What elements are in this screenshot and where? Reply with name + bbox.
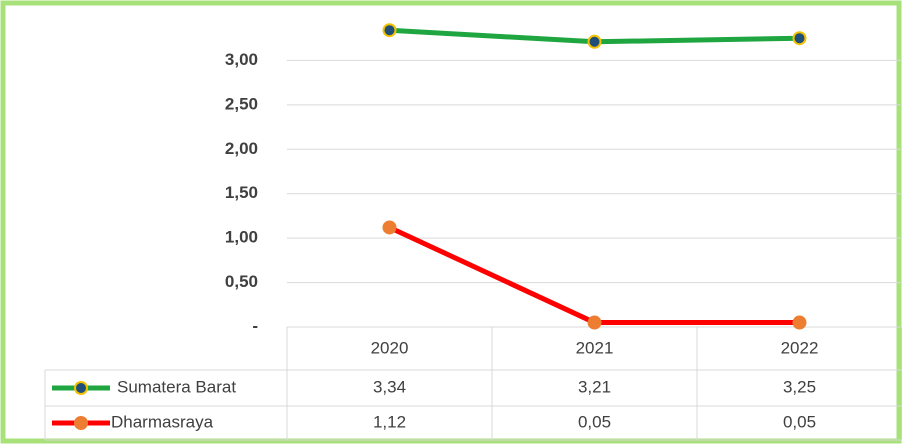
table-value: 1,12 (373, 412, 406, 431)
x-tick-label: 2022 (781, 338, 819, 357)
data-point (792, 315, 807, 330)
data-point (792, 31, 807, 46)
x-tick-label: 2021 (576, 338, 614, 357)
legend-label: Sumatera Barat (117, 377, 236, 396)
legend-label: Dharmasraya (111, 412, 214, 431)
legend-marker (74, 381, 88, 395)
data-point (587, 315, 602, 330)
data-point (382, 220, 397, 235)
data-point (382, 23, 397, 38)
table-value: 3,25 (783, 377, 816, 396)
table-value: 3,21 (578, 377, 611, 396)
y-tick-label: 2,50 (225, 94, 258, 113)
table-value: 0,05 (783, 412, 816, 431)
y-tick-label: 1,50 (225, 183, 258, 202)
legend-marker (74, 416, 88, 430)
table-value: 0,05 (578, 412, 611, 431)
y-tick-label: 2,00 (225, 139, 258, 158)
y-tick-label: 1,00 (225, 228, 258, 247)
y-tick-label: - (252, 316, 258, 335)
data-point (587, 34, 602, 49)
table-value: 3,34 (373, 377, 406, 396)
x-tick-label: 2020 (371, 338, 409, 357)
y-tick-label: 3,00 (225, 50, 258, 69)
y-tick-label: 0,50 (225, 272, 258, 291)
